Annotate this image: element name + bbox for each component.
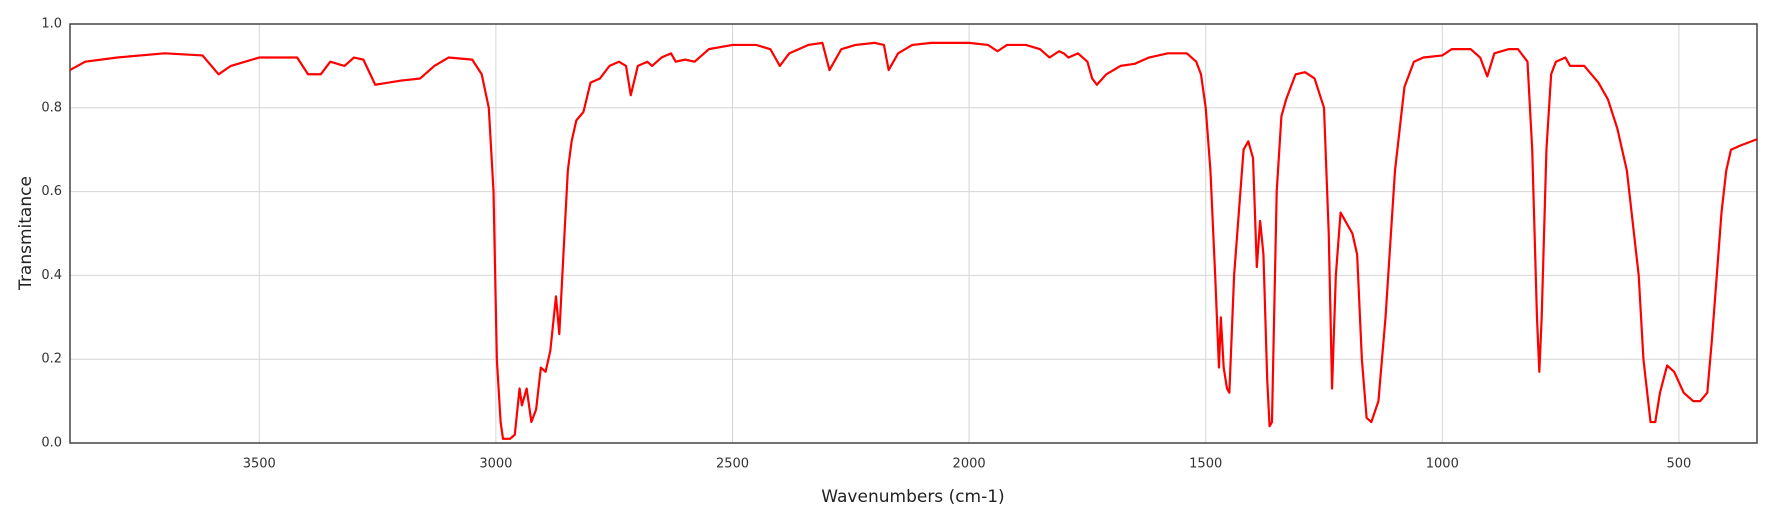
y-tick-label: 0.0 bbox=[41, 436, 62, 451]
y-tick-label: 0.4 bbox=[41, 268, 62, 283]
plot-frame bbox=[69, 23, 1758, 444]
y-tick-label: 0.2 bbox=[41, 352, 62, 367]
x-axis-title: Wavenumbers (cm-1) bbox=[821, 487, 1004, 507]
x-tick-label: 500 bbox=[1667, 457, 1692, 472]
x-tick-label: 2000 bbox=[953, 457, 986, 472]
y-tick-label: 0.6 bbox=[41, 184, 62, 199]
x-tick-label: 3000 bbox=[479, 457, 512, 472]
x-tick-label: 2500 bbox=[716, 457, 749, 472]
y-tick-label: 0.8 bbox=[41, 100, 62, 115]
spectrum-line bbox=[69, 41, 1758, 440]
y-axis-title: Transmitance bbox=[16, 176, 36, 291]
y-tick-label: 1.0 bbox=[41, 17, 62, 32]
x-tick-label: 1000 bbox=[1426, 457, 1459, 472]
x-tick-label: 1500 bbox=[1189, 457, 1222, 472]
x-tick-label: 3500 bbox=[243, 457, 276, 472]
